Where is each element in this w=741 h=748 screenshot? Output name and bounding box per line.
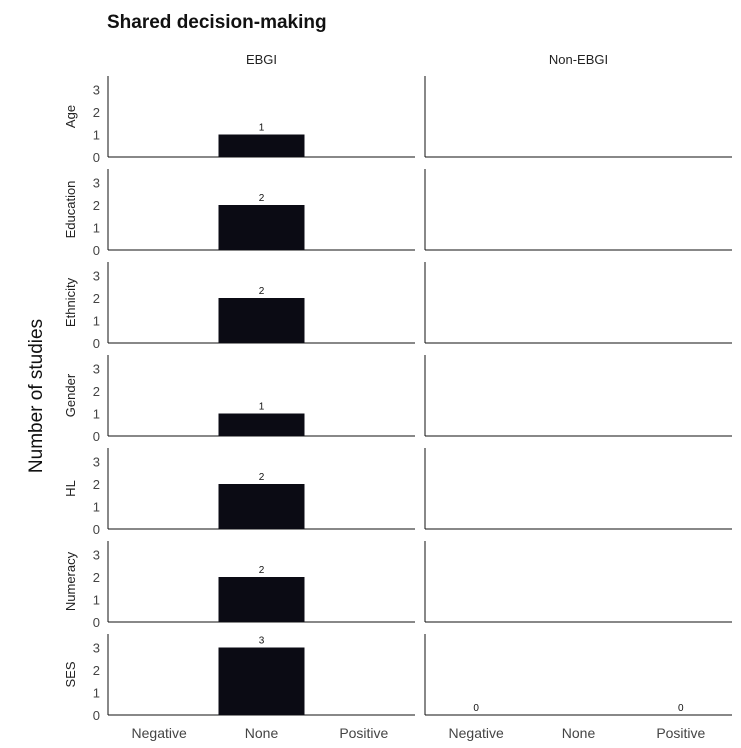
y-axis-label: Number of studies	[26, 319, 47, 473]
y-tick-label: 1	[93, 500, 100, 515]
y-tick-label: 3	[93, 83, 100, 98]
column-strip-non-ebgi: Non-EBGI	[549, 52, 608, 67]
y-tick-label: 2	[93, 291, 100, 306]
y-tick-label: 3	[93, 362, 100, 377]
y-tick-label: 1	[93, 407, 100, 422]
y-tick-label: 1	[93, 128, 100, 143]
y-tick-label: 3	[93, 269, 100, 284]
data-label-ses-ebgi-none: 3	[259, 636, 265, 647]
y-tick-label: 1	[93, 686, 100, 701]
y-tick-label: 2	[93, 198, 100, 213]
y-tick-label: 0	[93, 429, 100, 444]
y-tick-label: 2	[93, 105, 100, 120]
row-strip-hl: HL	[63, 480, 78, 497]
y-tick-label: 3	[93, 548, 100, 563]
bar-gender-ebgi-none	[218, 413, 305, 436]
y-tick-label: 2	[93, 477, 100, 492]
y-tick-label: 0	[93, 615, 100, 630]
row-strip-gender: Gender	[63, 373, 78, 417]
data-label-education-ebgi-none: 2	[259, 193, 265, 204]
data-label-hl-ebgi-none: 2	[259, 472, 265, 483]
row-strip-ses: SES	[63, 661, 78, 687]
y-tick-label: 3	[93, 641, 100, 656]
data-label-age-ebgi-none: 1	[259, 123, 265, 134]
x-tick-label-non-ebgi-negative: Negative	[449, 725, 504, 741]
y-tick-label: 0	[93, 150, 100, 165]
bar-education-ebgi-none	[218, 205, 305, 250]
chart-title: Shared decision-making	[107, 12, 327, 33]
x-tick-label-ebgi-negative: Negative	[132, 725, 187, 741]
data-label-gender-ebgi-none: 1	[259, 402, 265, 413]
row-strip-numeracy: Numeracy	[63, 551, 78, 611]
bar-hl-ebgi-none	[218, 484, 305, 529]
bar-ses-ebgi-none	[218, 647, 305, 715]
y-tick-label: 1	[93, 314, 100, 329]
facet-panels: EBGI Non-EBGI Age 0 1 2 3 Education 0 1 2 3 Ethnicit…	[63, 52, 732, 741]
x-tick-label-ebgi-positive: Positive	[339, 725, 388, 741]
data-label-ethnicity-ebgi-none: 2	[259, 286, 265, 297]
y-tick-label: 0	[93, 708, 100, 723]
x-tick-label-ebgi-none: None	[245, 725, 279, 741]
column-strip-ebgi: EBGI	[246, 52, 277, 67]
row-strip-age: Age	[63, 105, 78, 128]
y-tick-label: 2	[93, 663, 100, 678]
row-strip-ethnicity: Ethnicity	[63, 277, 78, 327]
data-label-numeracy-ebgi-none: 2	[259, 565, 265, 576]
bar-numeracy-ebgi-none	[218, 577, 305, 622]
row-strip-education: Education	[63, 181, 78, 239]
y-tick-label: 0	[93, 522, 100, 537]
y-tick-label: 2	[93, 384, 100, 399]
y-tick-label: 3	[93, 176, 100, 191]
y-tick-label: 1	[93, 593, 100, 608]
data-label-ses-non-ebgi-positive: 0	[678, 703, 684, 714]
y-tick-label: 0	[93, 336, 100, 351]
x-tick-label-non-ebgi-positive: Positive	[656, 725, 705, 741]
y-tick-label: 3	[93, 455, 100, 470]
y-tick-label: 1	[93, 221, 100, 236]
data-label-ses-non-ebgi-negative: 0	[473, 703, 479, 714]
y-tick-label: 2	[93, 570, 100, 585]
y-tick-label: 0	[93, 243, 100, 258]
bar-ethnicity-ebgi-none	[218, 298, 305, 343]
bar-age-ebgi-none	[218, 134, 305, 157]
x-tick-label-non-ebgi-none: None	[562, 725, 596, 741]
